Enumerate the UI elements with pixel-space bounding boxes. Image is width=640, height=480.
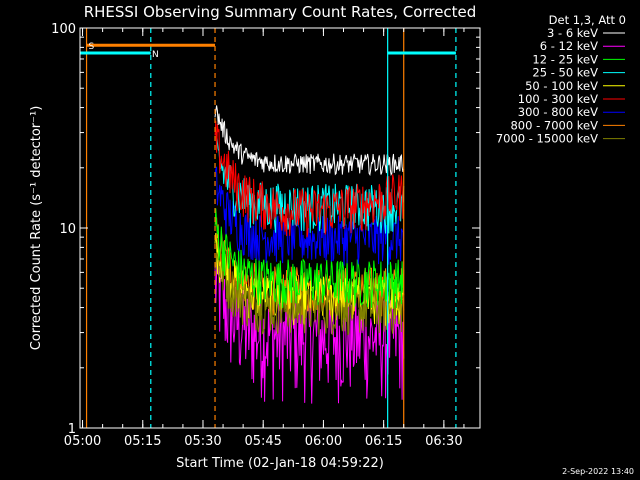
series-line-7000-15000-kev [214,252,405,336]
x-tick-label-6: 06:30 [425,434,462,449]
state-bar-label-s: S [89,42,95,52]
y-tick-label-2: 100 [51,22,76,37]
x-tick-label-5: 06:15 [365,434,402,449]
x-tick-label-1: 05:15 [124,434,161,449]
x-tick-label-2: 05:30 [184,434,221,449]
legend-label-4: 50 - 100 keV [525,79,598,93]
series-line-3-6-kev [214,105,405,177]
series-line-6-12-kev [214,248,405,404]
y-tick-label-0: 1 [68,422,76,437]
series-line-300-800-kev [214,166,405,266]
legend-label-7: 800 - 7000 keV [510,118,598,132]
series-layer [214,105,405,404]
series-line-100-300-kev [214,120,405,238]
legend-label-1: 6 - 12 keV [540,39,598,53]
legend-label-8: 7000 - 15000 keV [496,132,598,146]
x-tick-label-4: 06:00 [305,434,342,449]
series-line-12-25-kev [214,208,405,309]
y-tick-label-1: 10 [59,222,76,237]
legend-title: Det 1,3, Att 0 [549,13,626,27]
legend-label-3: 25 - 50 keV [532,66,598,80]
y-axis-label: Corrected Count Rate (s⁻¹ detector⁻¹) [29,106,44,351]
x-axis-label: Start Time (02-Jan-18 04:59:22) [176,456,384,471]
legend-label-6: 300 - 800 keV [518,105,598,119]
chart-title: RHESSI Observing Summary Count Rates, Co… [84,3,477,21]
axes-layer: 05:00 05:15 05:30 05:45 06:00 06:15 06:30 1 10 10… [51,22,481,449]
legend-label-2: 12 - 25 keV [532,52,598,66]
footer-date: 2-Sep-2022 13:40 [562,467,634,476]
x-tick-label-0: 05:00 [64,434,101,449]
legend-label-5: 100 - 300 keV [518,92,598,106]
legend-label-0: 3 - 6 keV [547,26,598,40]
x-tick-label-3: 05:45 [244,434,281,449]
state-bar-label-n: N [152,50,159,60]
